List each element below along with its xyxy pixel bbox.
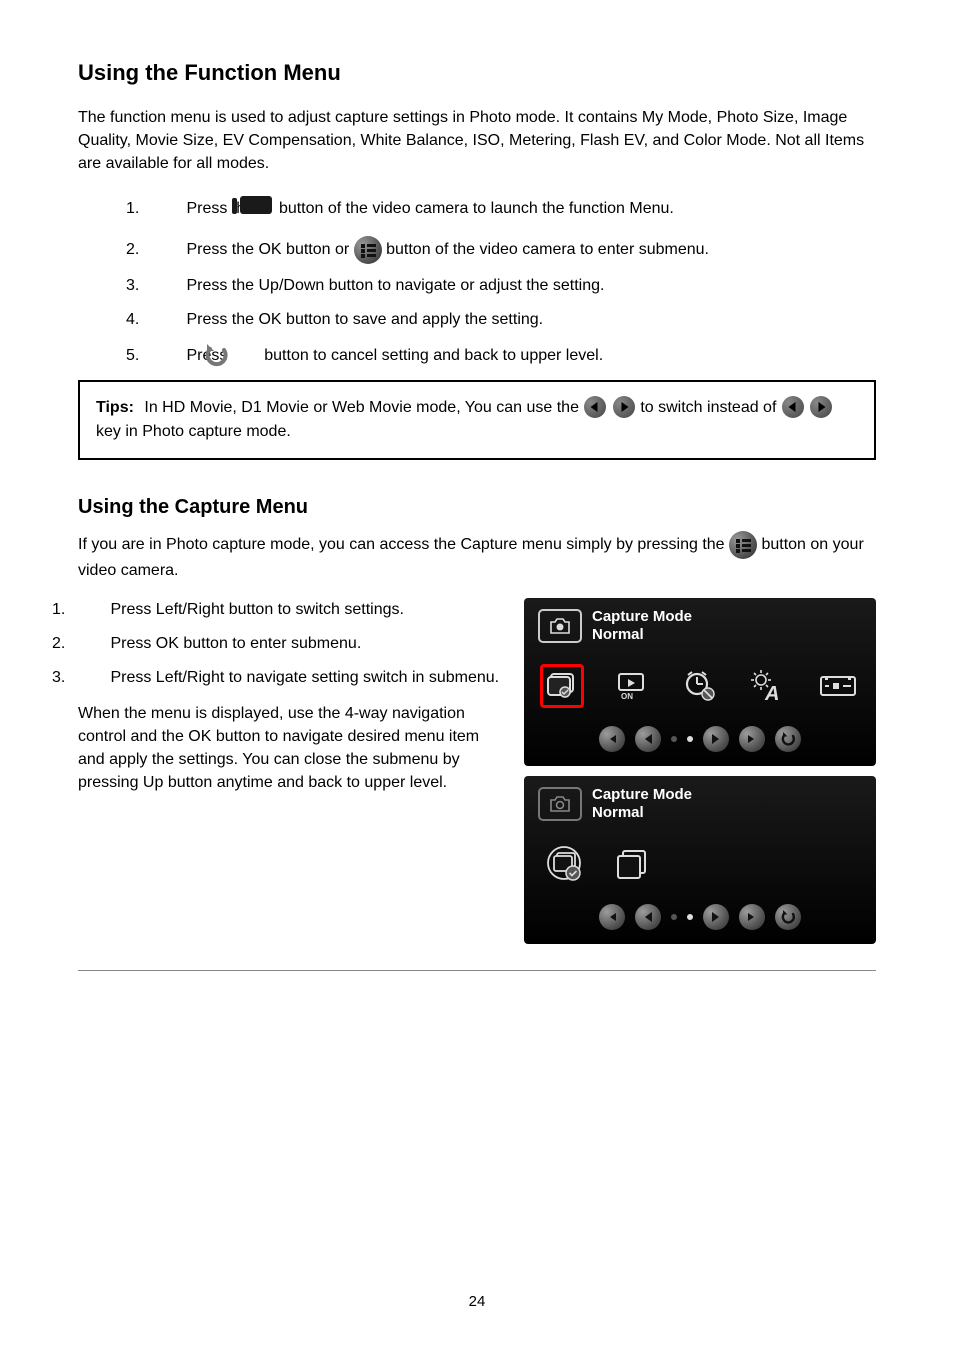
page: Using the Function Menu The function men… [0,0,954,1350]
page-dot-active [687,736,693,742]
camera-mode-icon [538,609,582,643]
svg-text:A: A [764,683,779,702]
left-arrow-icon [782,396,804,418]
instant-review-icon[interactable]: ON [609,664,653,708]
cap-step-1: 1. Press Left/Right button to switch set… [78,598,502,622]
nav-next-button[interactable] [703,726,729,752]
sharpness-auto-icon[interactable]: A [747,664,791,708]
right-arrow-icon [613,396,635,418]
right-arrow-icon [810,396,832,418]
step-5: 5. Press button to cancel setting and ba… [78,342,876,370]
nav-last-button[interactable] [739,726,765,752]
panel-icon-row [538,842,862,886]
page-dot-active [687,914,693,920]
capture-mode-normal-icon[interactable] [544,842,588,886]
heading-capture-menu: Using the Capture Menu [78,496,876,519]
tip-label: Tips: [96,399,134,416]
capture-conclude: When the menu is displayed, use the 4-wa… [78,702,502,795]
intro-capture-menu: If you are in Photo capture mode, you ca… [78,531,876,582]
nav-first-button[interactable] [599,726,625,752]
page-number: 24 [0,1293,954,1310]
nav-next-button[interactable] [703,904,729,930]
panel-nav-row [538,904,862,930]
capture-panel-1: Capture Mode Normal [524,598,876,766]
camera-mode-icon [538,787,582,821]
nav-prev-button[interactable] [635,726,661,752]
section-separator [78,970,876,971]
function-menu-steps: 1. Press the button of the video camera … [78,192,876,370]
intro-function-menu: The function menu is used to adjust capt… [78,106,876,176]
nav-prev-button[interactable] [635,904,661,930]
page-dot [671,914,677,920]
step-3: 3. Press the Up/Down button to navigate … [78,274,876,298]
nav-first-button[interactable] [599,904,625,930]
svg-text:ON: ON [621,692,633,701]
menu-icon [729,531,757,559]
capture-screenshots: Capture Mode Normal [524,598,876,954]
step-4: 4. Press the OK button to save and apply… [78,308,876,332]
self-timer-icon[interactable] [678,664,722,708]
nav-return-button[interactable] [775,726,801,752]
left-arrow-icon [584,396,606,418]
panel-title: Capture Mode Normal [592,786,692,822]
cap-step-2: 2. Press OK button to enter submenu. [78,632,502,656]
capture-panel-2: Capture Mode Normal [524,776,876,944]
capture-steps: 1. Press Left/Right button to switch set… [78,598,502,954]
function-button-icon [258,192,274,226]
page-dot [671,736,677,742]
section-capture-menu: Using the Capture Menu If you are in Pho… [78,496,876,971]
capture-mode-burst-icon[interactable] [610,842,654,886]
nav-last-button[interactable] [739,904,765,930]
step-1: 1. Press the button of the video camera … [78,192,876,226]
cap-step-3: 3. Press Left/Right to navigate setting … [78,666,502,690]
panel-icon-row: ON [538,664,862,708]
capture-mode-icon[interactable] [540,664,584,708]
panel-nav-row [538,726,862,752]
tip-box: Tips: In HD Movie, D1 Movie or Web Movie… [78,380,876,460]
heading-function-menu: Using the Function Menu [78,60,876,86]
step-2: 2. Press the OK button or button of the … [78,236,876,264]
panel-title: Capture Mode Normal [592,608,692,644]
menu-icon [354,236,382,264]
date-stamp-icon[interactable] [816,664,860,708]
return-icon [232,342,260,370]
nav-return-button[interactable] [775,904,801,930]
